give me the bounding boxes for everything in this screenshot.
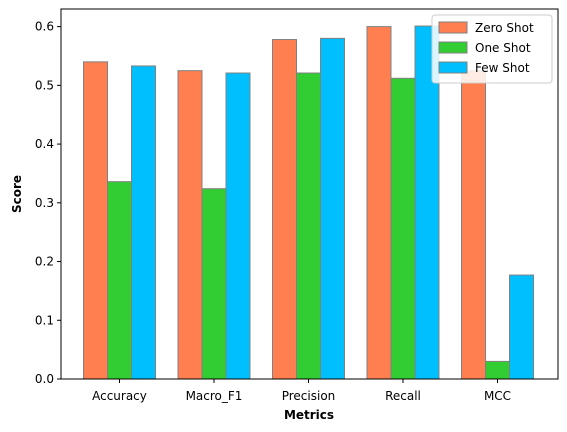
plot-frame [60,8,559,380]
bar-one-shot-recall [390,77,416,380]
y-tick-label: 0.1 [35,313,54,327]
legend-swatch [438,21,468,34]
x-tick-label: Recall [385,389,421,403]
bar-few-shot-mcc [509,274,534,380]
legend-swatch [438,41,468,54]
legend-label: Zero Shot [475,21,534,35]
legend: Zero Shot One Shot Few Shot [431,14,553,84]
bar-one-shot-macro-f1 [201,188,227,380]
legend-swatch [438,61,468,74]
y-axis: 0.0 0.1 0.2 0.3 0.4 0.5 0.6 [35,20,61,386]
x-tick-label: MCC [484,389,511,403]
bar-few-shot-recall [414,25,440,380]
bar-few-shot-accuracy [131,65,156,380]
bar-few-shot-precision [320,37,345,380]
x-tick-label: Precision [282,389,336,403]
bars-group [83,25,534,380]
y-tick-label: 0.6 [35,20,54,34]
legend-label: One Shot [475,41,531,55]
bar-zero-shot-precision [272,39,297,380]
bar-zero-shot-accuracy [83,61,108,380]
bar-zero-shot-macro-f1 [177,70,203,380]
y-tick-label: 0.4 [35,137,54,151]
y-tick-label: 0.2 [35,255,54,269]
legend-label: Few Shot [475,61,530,75]
y-tick-label: 0.0 [35,372,54,386]
bar-one-shot-accuracy [107,181,132,380]
bar-zero-shot-recall [366,26,392,380]
y-tick-label: 0.3 [35,196,54,210]
bar-one-shot-precision [296,72,321,380]
bar-one-shot-mcc [485,360,510,380]
bar-few-shot-macro-f1 [225,72,251,380]
bar-zero-shot-mcc [461,70,486,380]
y-tick-label: 0.5 [35,78,54,92]
x-axis: Accuracy Macro_F1 Precision Recall MCC [92,379,511,403]
x-axis-label: Metrics [284,408,334,422]
y-axis-label: Score [10,175,24,213]
x-tick-label: Accuracy [92,389,147,403]
x-tick-label: Macro_F1 [186,389,243,403]
